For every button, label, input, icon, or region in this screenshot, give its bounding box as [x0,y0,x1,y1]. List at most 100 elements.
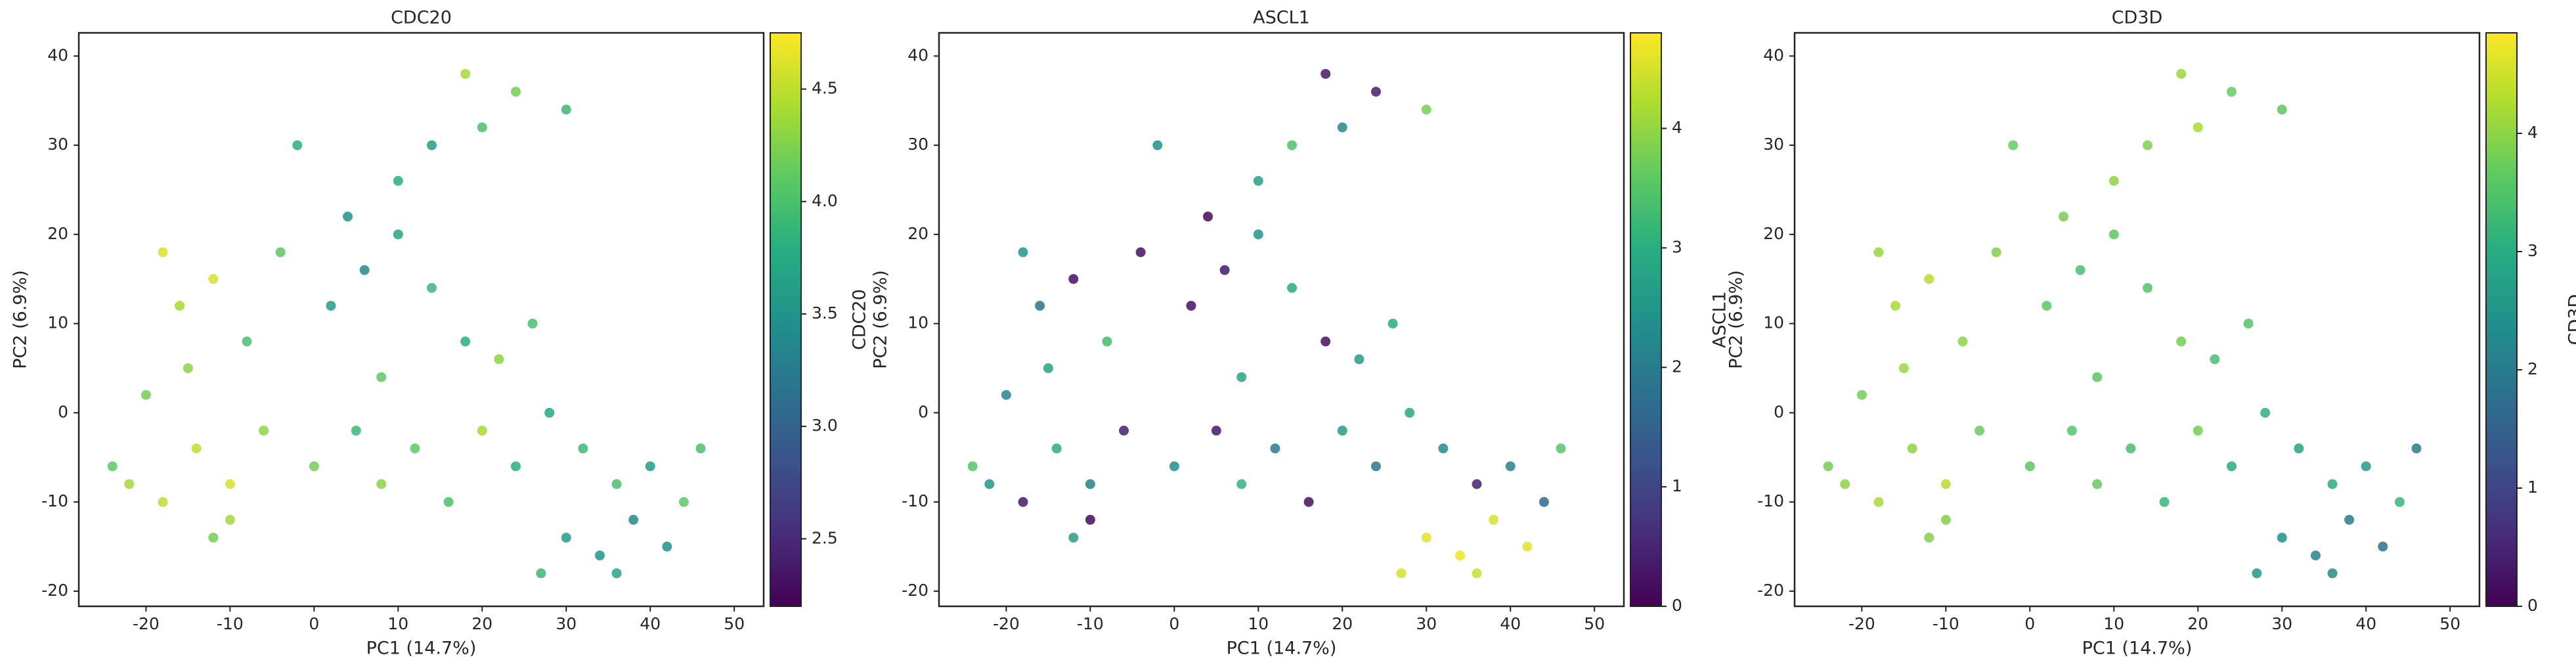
y-tick-label: 0 [58,402,68,421]
point [1924,274,1934,284]
point [1472,568,1482,579]
point [359,265,370,275]
point [2226,461,2237,472]
x-tick-label: 0 [1169,614,1179,633]
colorbar-tick-label: 2.5 [812,528,838,547]
x-tick-label: 20 [2187,614,2208,633]
point [1898,363,1909,373]
y-tick-label: 10 [47,313,68,332]
y-tick-label: -10 [41,491,68,510]
point [2024,461,2035,472]
y-axis-label: PC2 (6.9%) [11,270,31,369]
y-tick-label: 20 [1763,224,1784,243]
point [561,104,571,115]
point [1286,282,1297,293]
point [107,461,118,472]
point [1068,532,1079,543]
point [1472,479,1482,489]
colorbar-label: CDC20 [850,289,870,350]
point [1940,514,1951,525]
x-tick-label: -10 [1932,614,1959,633]
point [2277,532,2287,543]
point [124,479,135,489]
point [1840,479,1850,489]
colorbar-tick-label: 4.5 [812,79,838,98]
point [1270,443,1280,454]
plot-frame [1793,32,2481,608]
point [1991,247,2001,258]
point [1152,140,1163,150]
colorbar-tick-label: 1 [1672,476,1682,495]
point [2394,497,2405,507]
y-tick-label: 40 [1763,45,1784,64]
point [1211,426,1221,436]
point [2092,372,2103,382]
x-tick-label: -10 [1077,614,1104,633]
point [1438,443,1449,454]
point [494,354,504,365]
point [561,532,571,543]
x-tick-label: -10 [217,614,244,633]
point [2159,497,2170,507]
point [208,274,219,284]
y-tick-label: 10 [907,313,928,332]
point [1001,390,1011,400]
point [1102,336,1112,347]
y-tick-label: 20 [47,224,68,243]
point [1387,319,1398,329]
point [460,68,471,79]
point [477,426,487,436]
colorbar-tick-label: 1 [2527,478,2538,497]
point [158,247,168,258]
point [1873,247,1884,258]
point [1043,363,1053,373]
point [1303,497,1314,507]
point [2226,87,2237,97]
colorbar-tick-label: 3.0 [812,416,838,435]
point [2066,426,2077,436]
point [1085,514,1095,525]
point [1253,229,1263,240]
point [460,336,471,347]
point [1135,247,1146,258]
point [2260,407,2271,418]
point [1119,426,1129,436]
chart-title: ASCL1 [1253,8,1310,28]
point [611,568,622,579]
point [1337,122,1347,133]
point [259,426,269,436]
point [594,550,605,561]
x-tick-label: 50 [1584,614,1605,633]
x-tick-label: -20 [133,614,160,633]
point [343,212,353,222]
point [2327,479,2338,489]
y-tick-label: 0 [918,402,928,421]
point [376,479,387,489]
x-tick-label: 50 [2439,614,2460,633]
point [1940,479,1951,489]
point [393,229,403,240]
point [611,479,622,489]
point [2041,300,2052,311]
point [2294,443,2304,454]
point [275,247,286,258]
colorbar [1630,32,1662,607]
point [309,461,319,472]
point [510,461,521,472]
y-tick-label: -10 [902,491,928,510]
point [1975,426,1985,436]
point [2210,354,2220,365]
chart-title: CDC20 [391,8,452,28]
y-tick-label: 20 [907,224,928,243]
point [628,514,639,525]
colorbar-tick-label: 0 [2527,596,2538,615]
point [2108,229,2119,240]
x-tick-label: 0 [309,614,319,633]
point [183,363,193,373]
point [1203,212,1213,222]
point [351,426,361,436]
point [1957,336,1968,347]
point [208,532,219,543]
y-tick-label: -10 [1757,491,1784,510]
point [2126,443,2136,454]
